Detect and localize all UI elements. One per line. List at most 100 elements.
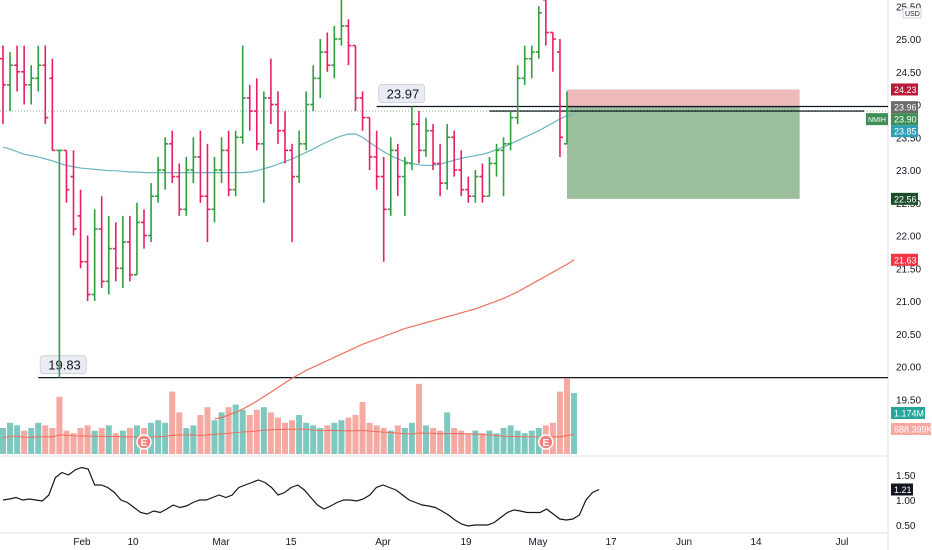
- ohlc-bar: [282, 111, 288, 164]
- ohlc-bar: [141, 209, 147, 249]
- price-tick-label: 19.50: [896, 395, 921, 406]
- volume-bar: [91, 430, 98, 454]
- axes[interactable]: 25.5025.0024.5024.0023.5023.0022.5022.00…: [73, 2, 921, 548]
- ohlc-bar: [0, 45, 6, 125]
- volume-bar: [225, 407, 232, 454]
- ohlc-bar: [415, 111, 422, 164]
- time-tick-label[interactable]: Mar: [212, 537, 230, 548]
- time-tick-label[interactable]: 10: [127, 537, 139, 548]
- price-axis-label-box: [891, 113, 918, 126]
- ohlc-bar: [472, 170, 479, 203]
- price-axis-label-box: [891, 83, 918, 96]
- ohlc-bar: [98, 196, 105, 288]
- currency-box: [902, 7, 922, 19]
- volume-axis-label-box: [891, 407, 925, 419]
- ohlc-bar: [28, 65, 35, 105]
- volume-bar: [437, 430, 444, 454]
- ohlc-bar: [169, 130, 176, 184]
- volume-bar: [282, 422, 288, 454]
- volume-axis-label: 688.399K: [894, 425, 932, 435]
- price-axis-label: 23.85: [894, 127, 917, 137]
- price-axis-label-box: [891, 192, 918, 205]
- oscillator-value-label: 1.21: [894, 485, 912, 495]
- volume-bar: [359, 402, 366, 454]
- time-tick-label[interactable]: 17: [605, 537, 617, 548]
- ohlc-bar: [486, 156, 493, 198]
- ohlc-bar: [408, 106, 415, 171]
- volume-bar: [380, 428, 387, 454]
- volume-bar: [401, 428, 408, 454]
- time-tick-label[interactable]: 19: [460, 537, 472, 548]
- ohlc-bar: [267, 58, 274, 125]
- ohlc-bar: [211, 156, 218, 223]
- profit-target-zone[interactable]: [567, 107, 800, 199]
- volume-bar: [126, 428, 133, 454]
- ohlc-bar: [77, 189, 84, 269]
- volume-bar: [105, 425, 112, 454]
- volume-axis-label: 1.174M: [894, 409, 924, 419]
- time-tick-label[interactable]: Feb: [73, 537, 91, 548]
- ohlc-bar: [401, 156, 408, 216]
- ohlc-bar: [458, 150, 465, 197]
- time-tick-label[interactable]: 14: [750, 537, 762, 548]
- volume-bar: [63, 430, 70, 454]
- ohlc-bar: [542, 0, 549, 46]
- earnings-marker-label: E: [543, 438, 550, 449]
- volume-bar: [0, 428, 6, 454]
- ohlc-bar: [317, 39, 324, 98]
- ohlc-bar: [49, 58, 56, 152]
- volume-bar: [42, 425, 49, 454]
- ohlc-bar: [183, 156, 190, 216]
- earnings-marker[interactable]: [136, 434, 152, 450]
- volume-bar: [21, 430, 28, 454]
- ohlc-bar: [63, 149, 70, 203]
- ohlc-bar: [7, 52, 14, 112]
- ohlc-bar: [35, 45, 42, 92]
- volume-bar: [500, 428, 507, 454]
- ohlc-bar: [246, 84, 253, 131]
- stop-loss-zone[interactable]: [567, 89, 800, 108]
- ohlc-bar: [564, 91, 570, 145]
- ohlc-bar: [366, 116, 373, 171]
- ohlc-bar: [387, 137, 394, 216]
- oscillator-tick-label: 1.50: [896, 471, 916, 482]
- volume-bar: [331, 422, 338, 454]
- volume-bar: [415, 383, 422, 454]
- volume-bar: [84, 425, 91, 454]
- time-tick-label[interactable]: Jun: [676, 537, 692, 548]
- ohlc-bar: [444, 124, 451, 190]
- ohlc-bar: [521, 45, 528, 85]
- earnings-marker[interactable]: [538, 434, 554, 450]
- ohlc-bar: [535, 6, 542, 59]
- ohlc-bar: [345, 19, 352, 66]
- volume-bar: [528, 430, 535, 454]
- ohlc-bar: [380, 156, 387, 262]
- horizontal-lines[interactable]: 19.83 23.97: [0, 83, 888, 379]
- ohlc-bar: [84, 235, 91, 302]
- price-tick-label: 20.50: [896, 330, 921, 341]
- time-tick-label[interactable]: Jul: [836, 537, 849, 548]
- position-zones[interactable]: [567, 89, 800, 199]
- earnings-marker-label: E: [141, 438, 148, 449]
- time-tick-label[interactable]: May: [529, 537, 548, 548]
- volume-axis-label-box: [891, 423, 931, 435]
- ohlc-bar: [451, 130, 458, 177]
- volume-bar: [373, 425, 380, 454]
- ohlc-bar: [56, 149, 63, 378]
- price-tick-label: 21.50: [896, 264, 921, 275]
- volume-bar: [507, 425, 514, 454]
- volume-bar: [317, 428, 324, 454]
- volume-bar: [253, 409, 260, 454]
- volume-bar: [112, 433, 119, 454]
- volume-bar: [148, 422, 155, 454]
- ohlc-bar: [218, 137, 225, 184]
- ohlc-bar: [225, 130, 232, 197]
- volume-bar: [303, 422, 310, 454]
- ohlc-bar: [500, 137, 507, 197]
- time-tick-label[interactable]: Apr: [375, 537, 391, 548]
- ohlc-bar: [338, 0, 345, 46]
- horizontal-line-label-box: [39, 355, 87, 375]
- time-tick-label[interactable]: 15: [285, 537, 297, 548]
- moving-averages: [2, 113, 575, 420]
